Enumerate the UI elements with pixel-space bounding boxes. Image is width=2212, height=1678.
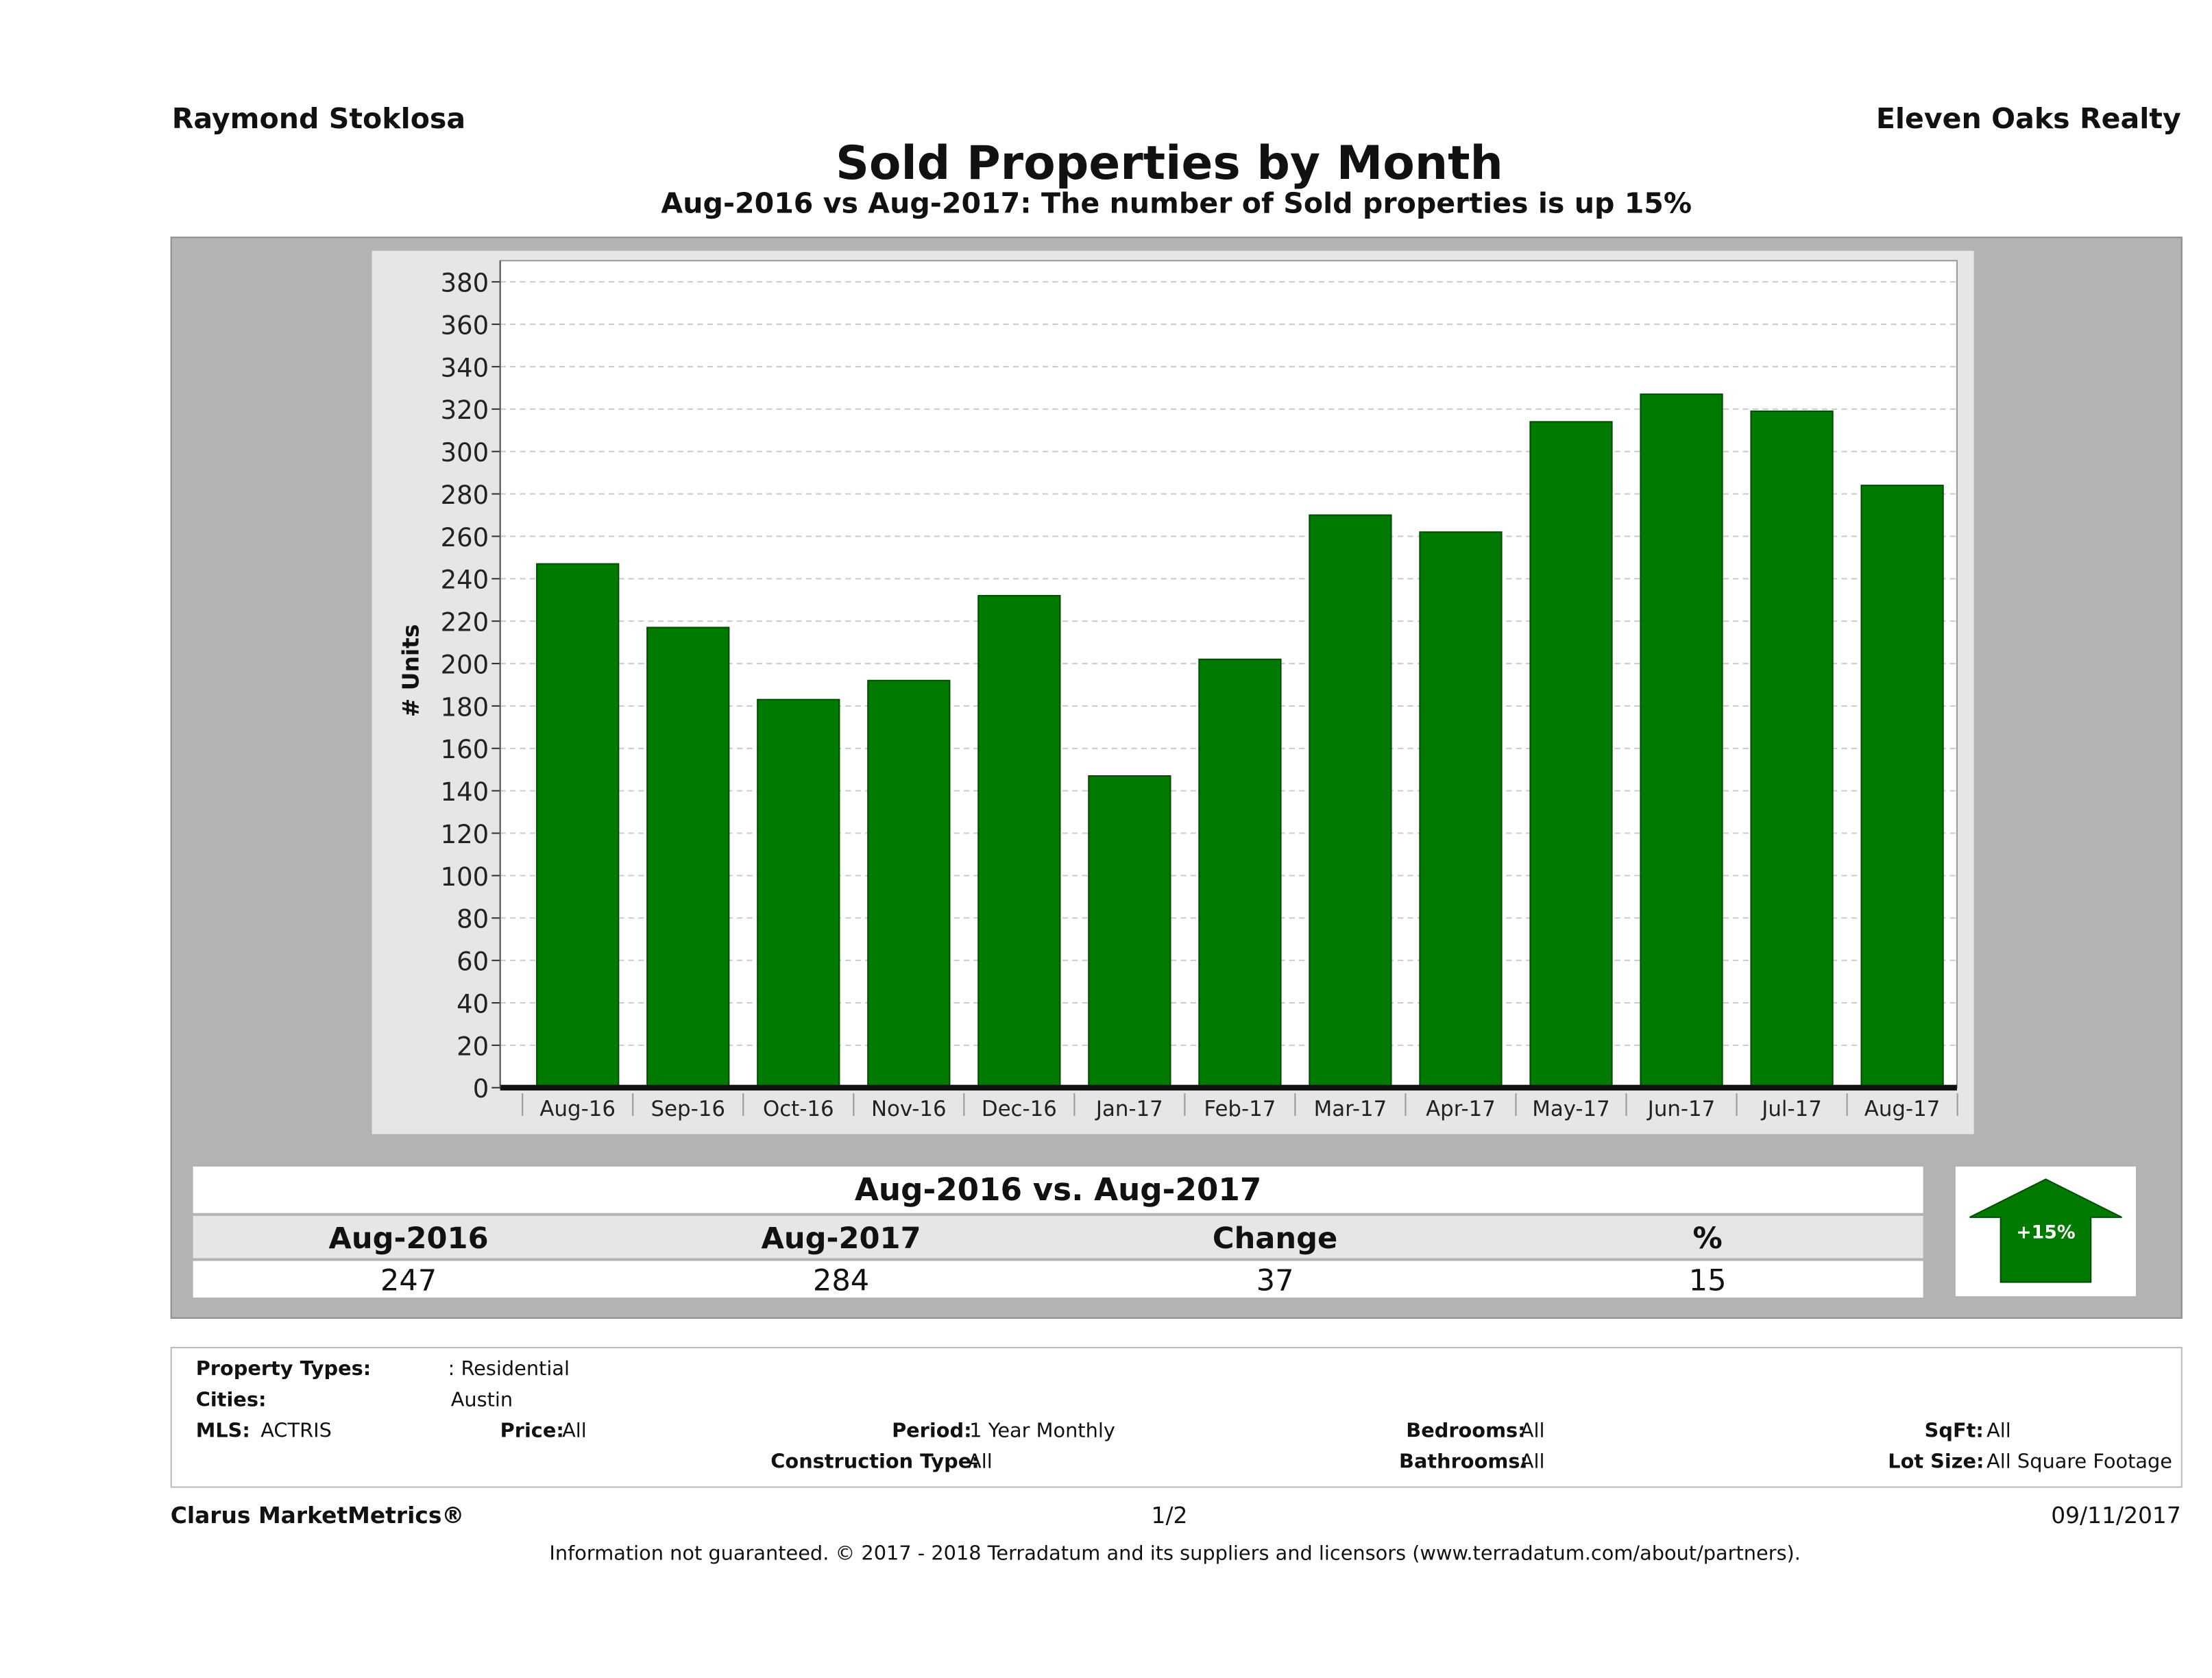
summary-value-aug-2017: 284 [812,1263,870,1298]
lot-size-value: All Square Footage [1986,1451,2173,1474]
bathrooms-value: All [1520,1451,1545,1474]
y-tick-label: 240 [441,566,489,595]
mls-label: MLS: [195,1420,250,1443]
footer-brand: Clarus MarketMetrics® [170,1502,465,1529]
brokerage-name: Eleven Oaks Realty [1875,101,2181,136]
y-tick-label: 200 [441,650,489,679]
page-number: 1/2 [1151,1502,1188,1529]
bar-chart: 0 20 40 60 80 100 120 140 160 180 200 220 240 260 280 3… [397,260,1958,1121]
y-tick-label: 180 [441,692,489,722]
bar-feb-17 [1198,658,1282,1089]
x-tick-label: Dec-16 [982,1097,1057,1121]
summary-value-change: 37 [1256,1263,1294,1298]
bars [536,393,1944,1089]
y-tick-label: 320 [441,396,489,425]
price-value: All [562,1420,587,1443]
cities-value: Austin [450,1389,513,1412]
report-criteria: Property Types: : Residential Cities: Au… [170,1346,2183,1488]
up-arrow-icon: +15% [1969,1178,2122,1283]
bathrooms-label: Bathrooms: [1399,1451,1528,1474]
y-tick-label: 40 [457,989,489,1019]
x-tick-label: Jul-17 [1760,1097,1822,1121]
report-date: 09/11/2017 [2051,1502,2181,1529]
y-tick-label: 260 [441,523,489,552]
y-tick-label: 340 [441,353,489,382]
summary-values-row: 247 284 37 15 [193,1261,1923,1298]
bedrooms-label: Bedrooms: [1406,1420,1526,1443]
bar-apr-17 [1419,531,1503,1089]
change-badge: +15% [1955,1166,2136,1296]
x-tick-label: Nov-16 [871,1097,947,1121]
lot-size-label: Lot Size: [1888,1451,1984,1474]
x-tick-label: May-17 [1532,1097,1610,1121]
summary-header-aug-2016: Aug-2016 [328,1221,489,1256]
y-tick-label: 120 [441,820,489,849]
x-tick-label: Mar-17 [1314,1097,1387,1121]
x-tick-label: Jun-17 [1646,1097,1716,1121]
y-tick-label: 20 [457,1032,489,1061]
bar-nov-16 [867,679,951,1089]
x-tick-label: Apr-17 [1426,1097,1496,1121]
x-tick-label: Jan-17 [1095,1097,1163,1121]
y-tick-label: 160 [441,735,489,764]
agent-name: Raymond Stoklosa [171,101,466,136]
x-tick-label: Feb-17 [1204,1097,1276,1121]
summary-value-aug-2016: 247 [380,1263,437,1298]
bar-jun-17 [1640,393,1723,1089]
y-tick-label: 0 [473,1074,489,1104]
sqft-label: SqFt: [1924,1420,1984,1443]
axes: 0 20 40 60 80 100 120 140 160 180 200 220 240 260 280 3… [441,260,1958,1121]
y-tick-label: 220 [441,608,489,637]
sqft-value: All [1986,1420,2011,1443]
bar-sep-16 [646,627,730,1089]
y-tick-label: 280 [441,481,489,510]
bar-oct-16 [757,698,840,1089]
summary-header-aug-2017: Aug-2017 [761,1221,921,1256]
cities-label: Cities: [195,1389,267,1412]
change-badge-label: +15% [2016,1222,2075,1243]
bar-aug-17 [1860,485,1944,1089]
chart-title: Sold Properties by Month [836,135,1503,191]
bar-mar-17 [1309,514,1392,1089]
period-label: Period: [892,1420,972,1443]
bedrooms-value: All [1520,1420,1545,1443]
disclaimer: Information not guaranteed. © 2017 - 201… [549,1542,1801,1566]
mls-value: ACTRIS [260,1420,332,1443]
x-tick-label: Aug-16 [539,1097,616,1121]
y-axis-label: # Units [397,624,424,718]
y-tick-label: 380 [441,269,489,298]
summary-value-percent: 15 [1688,1263,1727,1298]
y-tick-label: 100 [441,862,489,892]
y-tick-label: 60 [457,947,489,977]
summary-header-percent: % [1692,1221,1723,1256]
x-tick-label: Sep-16 [651,1097,725,1121]
construction-type-value: All [968,1451,993,1474]
construction-type-label: Construction Type: [770,1451,980,1474]
bar-jul-17 [1750,410,1834,1089]
y-tick-label: 80 [457,905,489,934]
property-types-label: Property Types: [195,1358,372,1381]
chart-subtitle: Aug-2016 vs Aug-2017: The number of Sold… [661,186,1692,220]
bar-aug-16 [536,563,620,1089]
y-tick-label: 300 [441,438,489,467]
bar-jan-17 [1088,775,1171,1089]
summary-title: Aug-2016 vs. Aug-2017 [193,1166,1923,1213]
y-tick-label: 140 [441,777,489,807]
summary-header-row: Aug-2016 Aug-2017 Change % [193,1215,1923,1258]
bar-dec-16 [977,595,1061,1089]
bar-may-17 [1529,421,1613,1089]
x-tick-label: Aug-17 [1864,1097,1941,1121]
y-tick-label: 360 [441,311,489,340]
period-value: 1 Year Monthly [969,1420,1115,1443]
price-label: Price: [500,1420,564,1443]
x-tick-label: Oct-16 [763,1097,834,1121]
summary-header-change: Change [1212,1221,1338,1256]
property-types-value: : Residential [448,1358,570,1381]
